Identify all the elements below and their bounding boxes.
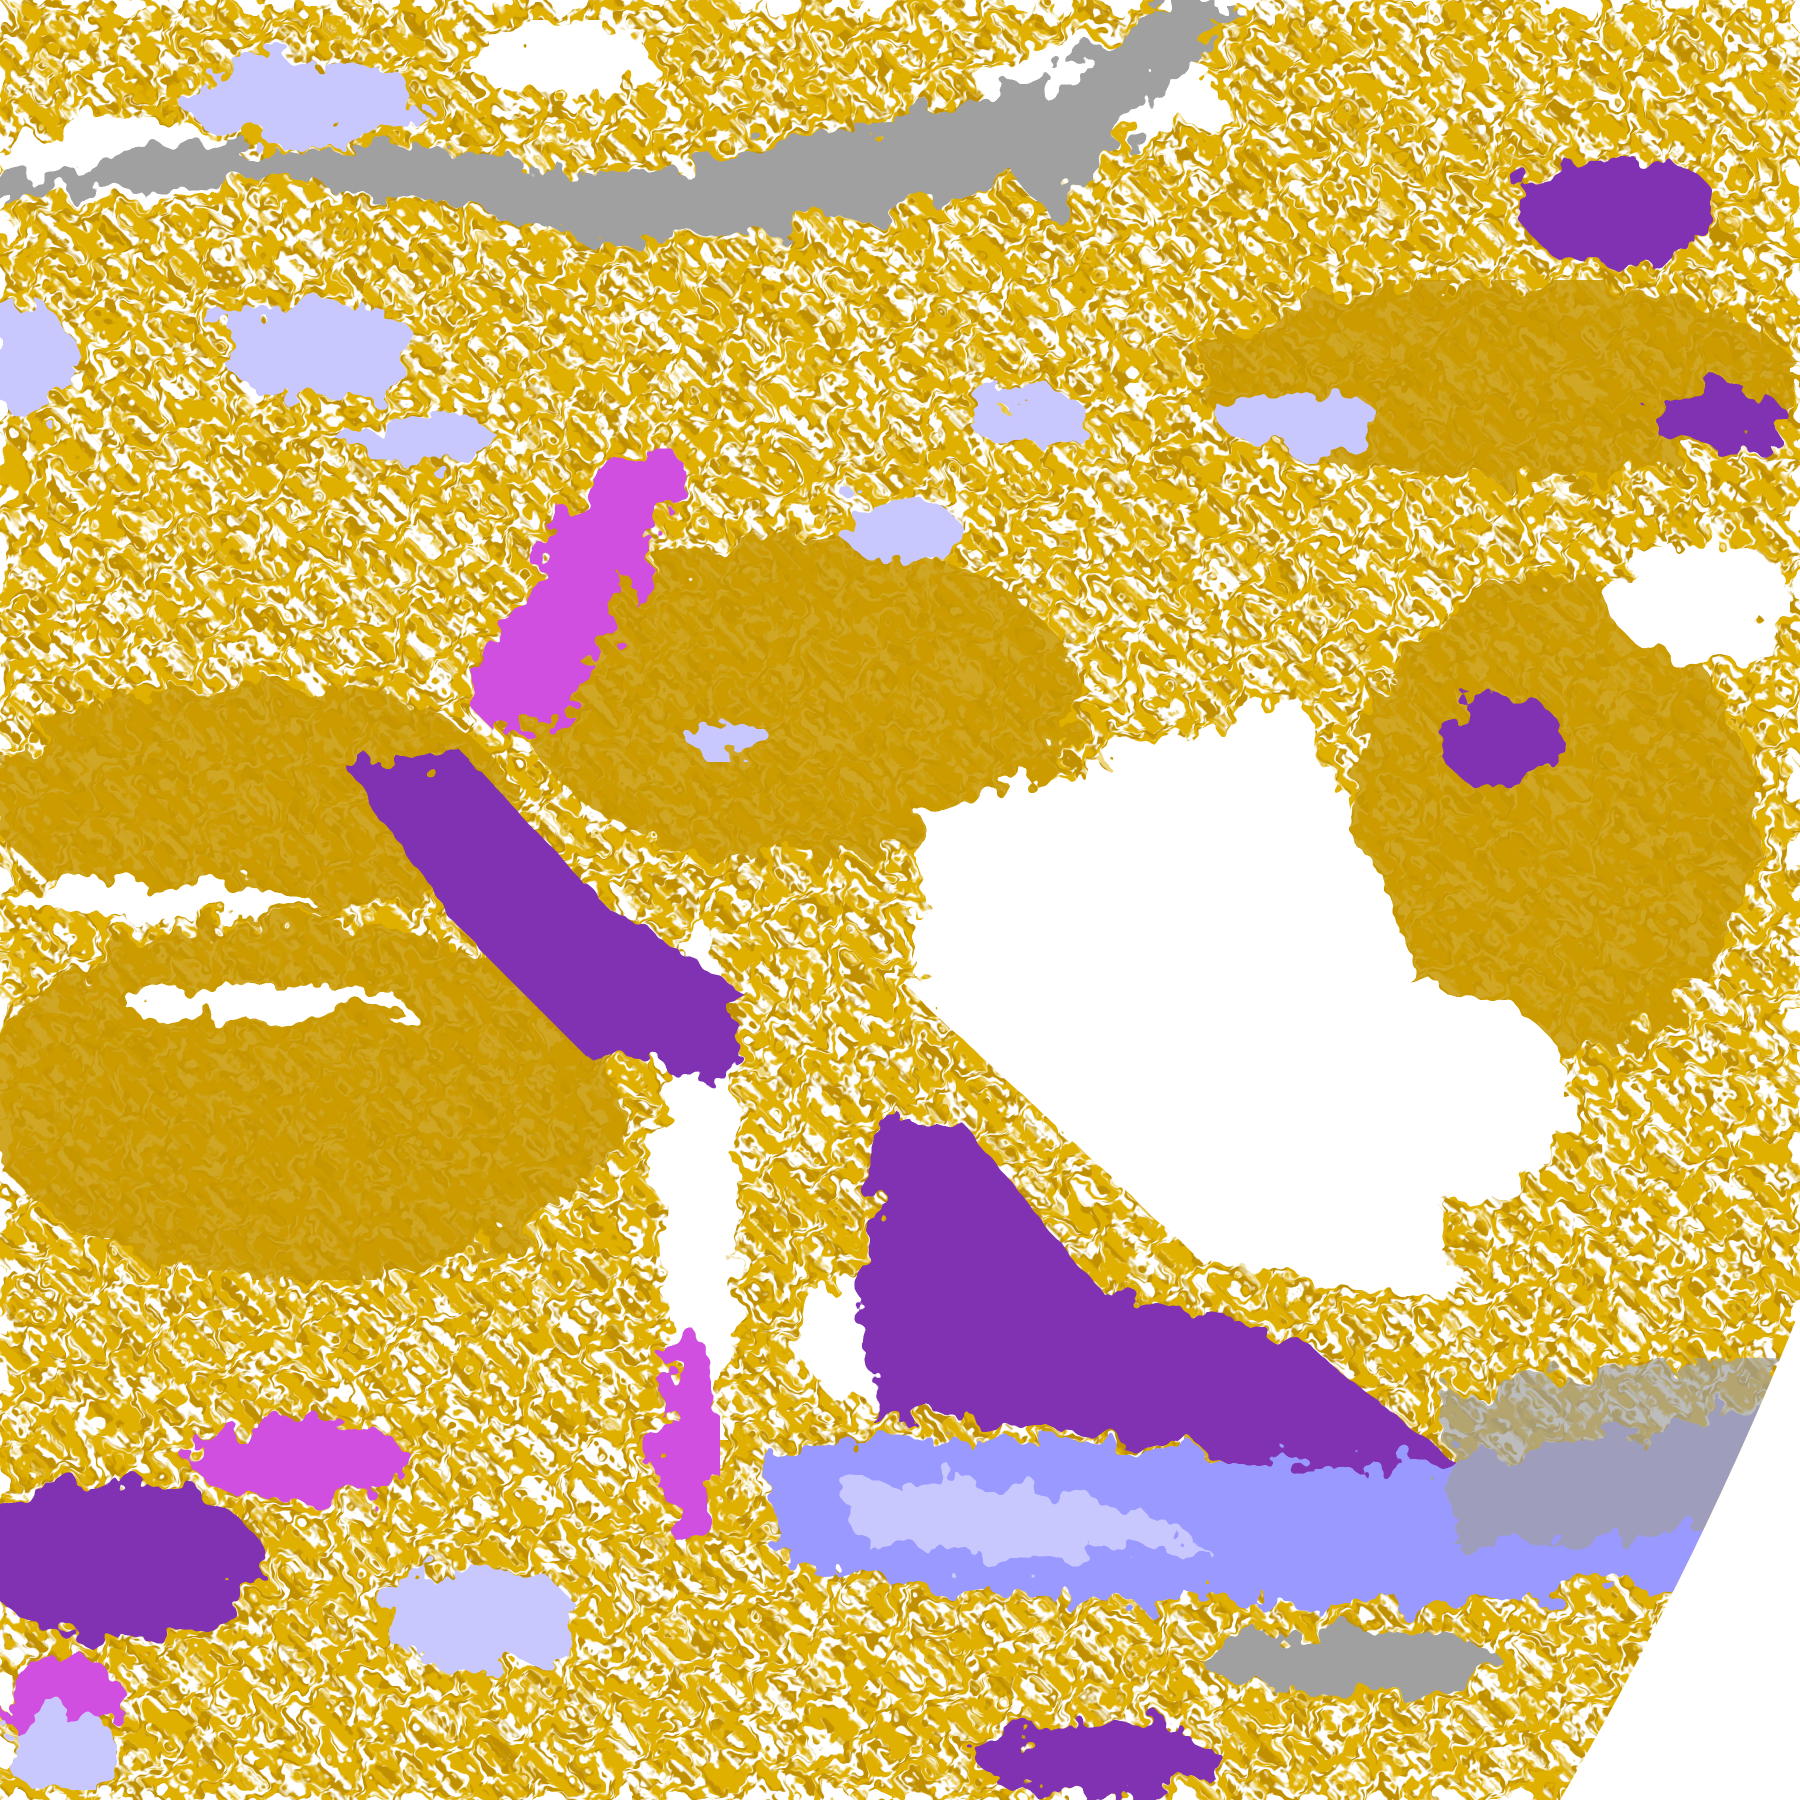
dense-gold-regions <box>0 280 1800 1280</box>
high-cloud-belt-south <box>0 1358 1800 1790</box>
purple-cloud-regions <box>0 155 1790 1800</box>
high-cloud-belt-north <box>0 0 1380 762</box>
